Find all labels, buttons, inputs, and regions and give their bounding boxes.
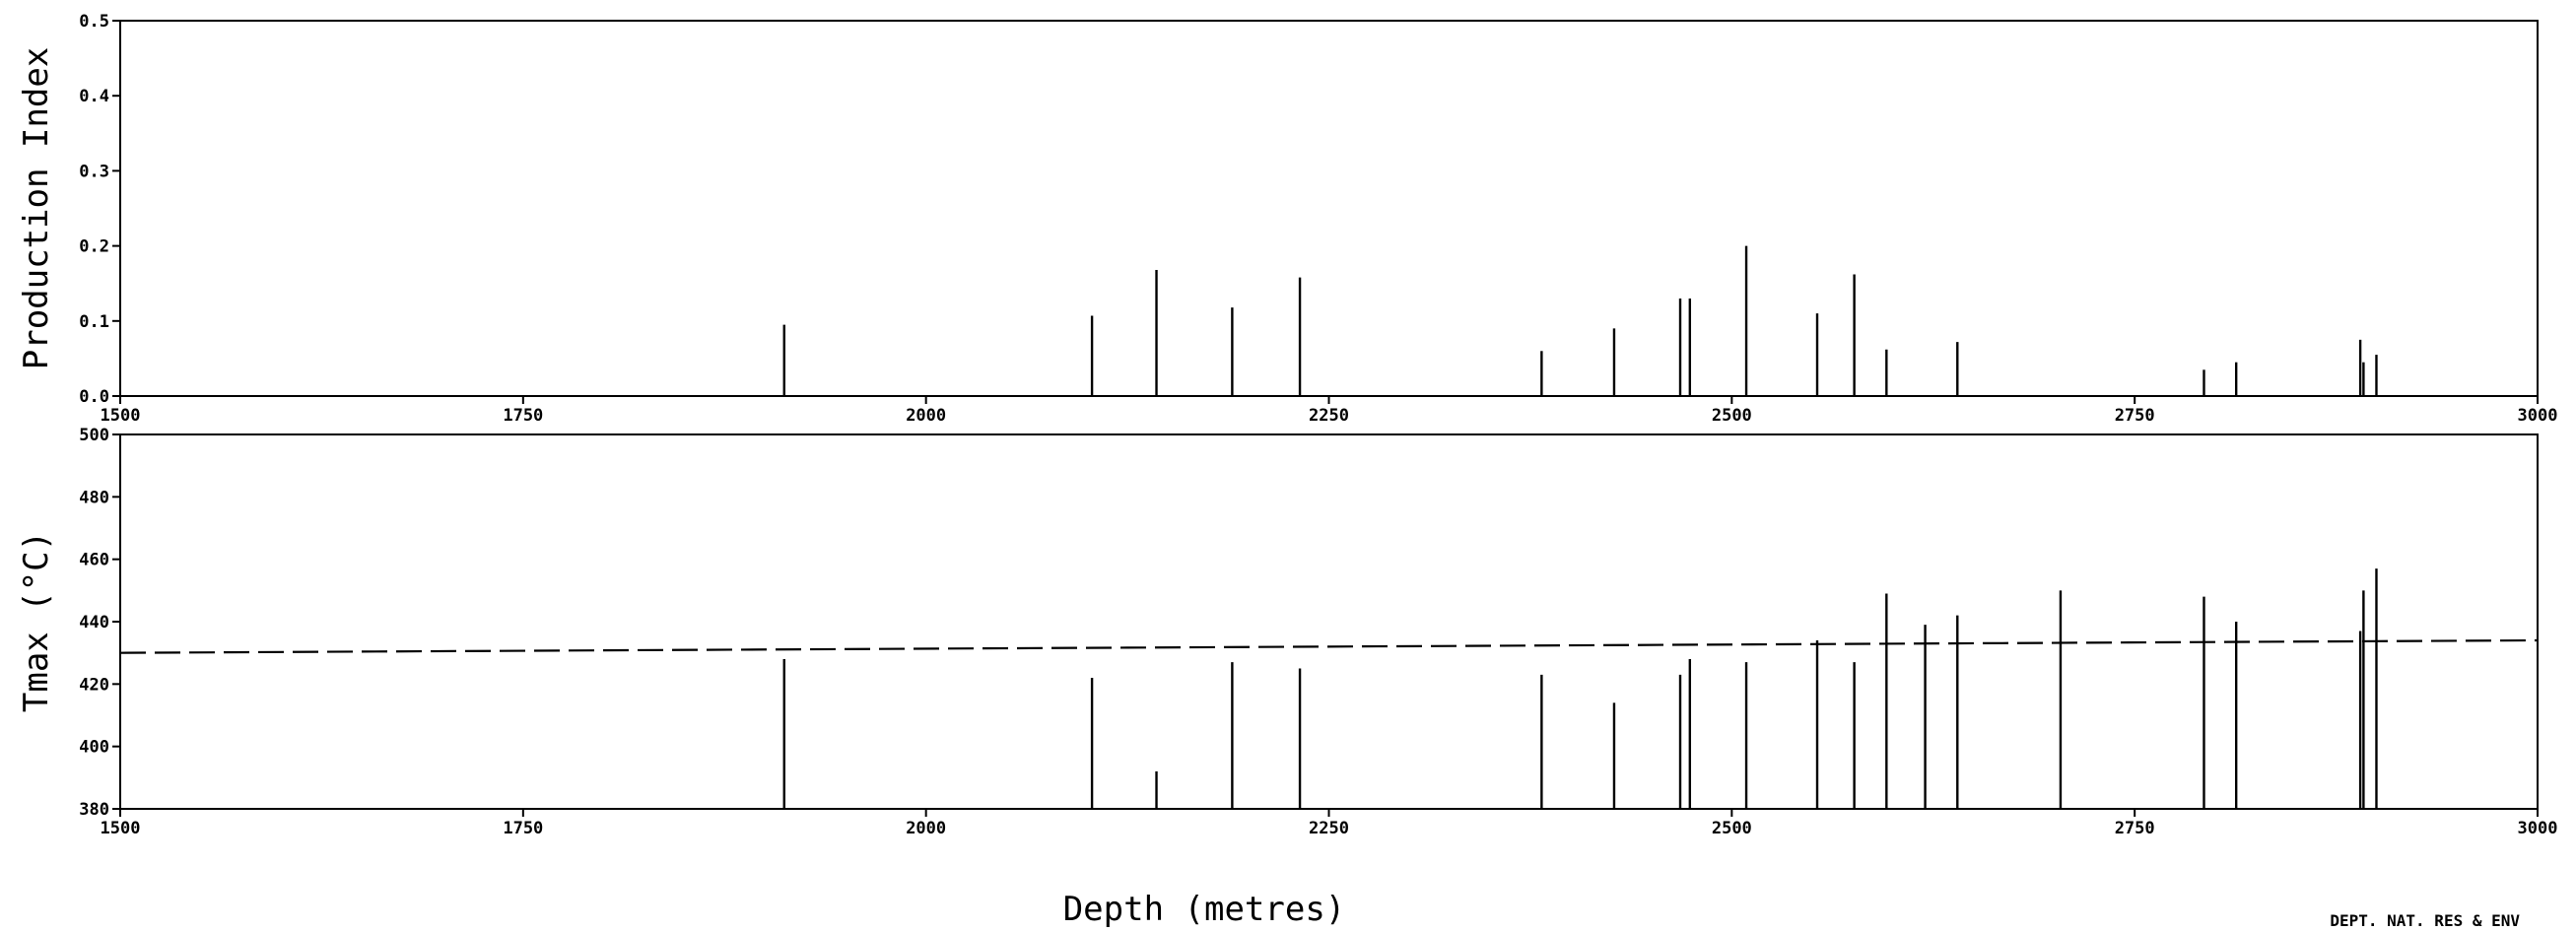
x-tick-label: 1750 (503, 406, 543, 426)
y-tick-label: 380 (79, 800, 109, 820)
x-tick-label: 1500 (101, 819, 141, 838)
chart-panels: 0.0 0.1 0.2 0.3 0.4 0.5 1500 1750 2000 2250 2500 27… (17, 12, 2557, 838)
y-tick-label: 400 (79, 738, 109, 758)
y-tick-label: 0.3 (79, 162, 109, 181)
y-tick-label: 460 (79, 551, 109, 570)
y-tick-label: 0.5 (79, 12, 109, 32)
x-tick-label: 1500 (101, 406, 141, 426)
x-tick-label: 2500 (1712, 819, 1752, 838)
x-axis-title: Depth (metres) (1063, 890, 1346, 929)
chart-panel-1: 0.0 0.1 0.2 0.3 0.4 0.5 1500 1750 2000 2250 2500 27… (17, 12, 2557, 426)
y-tick-label: 500 (79, 426, 109, 445)
x-tick-label: 2750 (2115, 406, 2155, 426)
x-tick-label: 2750 (2115, 819, 2155, 838)
y-tick-label: 0.1 (79, 312, 109, 332)
x-tick-label: 3000 (2518, 819, 2558, 838)
chart-panel-2: 380 400 420 440 460 480 500 1500 1750 2000 2250 250… (17, 426, 2557, 838)
reference-line (119, 638, 2539, 654)
x-tick-label: 2000 (906, 819, 946, 838)
x-tick-label: 2000 (906, 406, 946, 426)
footer-note: DEPT. NAT. RES & ENV (2330, 911, 2520, 930)
plot-frame (119, 433, 2539, 810)
plot-frame (119, 20, 2539, 397)
y-tick-label: 0.2 (79, 237, 109, 257)
x-tick-label: 3000 (2518, 406, 2558, 426)
x-tick-label: 1750 (503, 819, 543, 838)
x-tick-label: 2500 (1712, 406, 1752, 426)
y-tick-label: 0.4 (79, 87, 109, 106)
y-axis-title: Production Index (17, 47, 56, 370)
y-axis-title: Tmax (°C) (17, 531, 56, 712)
y-tick-label: 480 (79, 488, 109, 507)
y-tick-label: 440 (79, 613, 109, 632)
y-tick-label: 0.0 (79, 387, 109, 407)
x-tick-label: 2250 (1309, 406, 1349, 426)
y-tick-label: 420 (79, 675, 109, 695)
x-tick-label: 2250 (1309, 819, 1349, 838)
